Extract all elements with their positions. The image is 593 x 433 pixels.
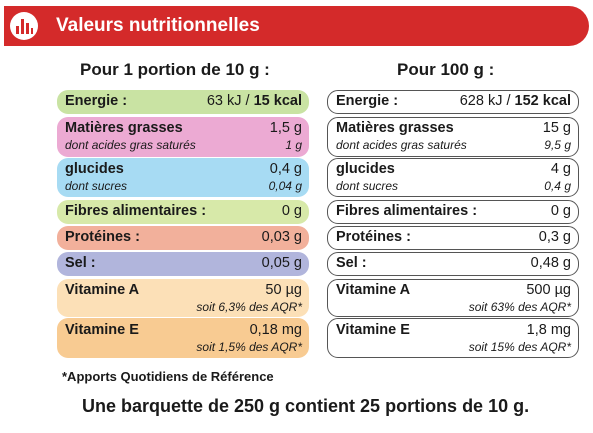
matieres-grasses-label: Matières grasses <box>65 120 183 136</box>
energie-value: 63 kJ / 15 kcal <box>207 93 302 109</box>
glucides-label: glucides <box>65 161 124 177</box>
acides-gras-satures-value: 9,5 g <box>544 138 571 152</box>
sucres-value: 0,04 g <box>268 179 302 193</box>
portion-vitamine-a-row: Vitamine A 50 µg soit 6,3% des AQR* <box>57 279 309 317</box>
logo-bar <box>26 23 29 34</box>
portion-vitamine-e-row: Vitamine E 0,18 mg soit 1,5% des AQR* <box>57 318 309 358</box>
vitamine-e-value: 0,18 mg <box>249 322 302 338</box>
logo-bar <box>16 26 19 34</box>
portion-glucides-row: glucides 0,4 g dont sucres 0,04 g <box>57 158 309 197</box>
portion-matieres-grasses-row: Matières grasses 1,5 g dont acides gras … <box>57 117 309 157</box>
vitamine-a-value: 500 µg <box>526 282 571 298</box>
brand-logo-icon <box>10 12 38 40</box>
sel-value: 0,05 g <box>261 255 302 271</box>
logo-bar <box>31 28 33 34</box>
matieres-grasses-value: 15 g <box>542 120 571 136</box>
acides-gras-satures-label: dont acides gras saturés <box>65 138 196 152</box>
proteines-label: Protéines : <box>65 229 140 245</box>
per100-proteines-row: Protéines : 0,3 g <box>327 226 579 250</box>
sucres-label: dont sucres <box>336 179 399 193</box>
aqr-footnote: *Apports Quotidiens de Référence <box>62 369 274 384</box>
fibres-label: Fibres alimentaires : <box>336 203 478 219</box>
vitamine-e-label: Vitamine E <box>65 322 139 338</box>
per100-vitamine-a-row: Vitamine A 500 µg soit 63% des AQR* <box>327 279 579 317</box>
per100-glucides-row: glucides 4 g dont sucres 0,4 g <box>327 158 579 197</box>
fibres-value: 0 g <box>281 203 302 219</box>
energie-label: Energie : <box>65 93 128 109</box>
energie-kj: 63 kJ / <box>206 93 250 109</box>
acides-gras-satures-label: dont acides gras saturés <box>336 138 467 152</box>
per100-energie-row: Energie : 628 kJ / 152 kcal <box>327 90 579 114</box>
vitamine-e-aqr: soit 1,5% des AQR* <box>196 340 302 354</box>
header-banner: Valeurs nutritionnelles <box>4 6 589 46</box>
energie-value: 628 kJ / 152 kcal <box>460 93 571 109</box>
fibres-label: Fibres alimentaires : <box>65 203 207 219</box>
proteines-label: Protéines : <box>336 229 411 245</box>
proteines-value: 0,3 g <box>538 229 571 245</box>
proteines-value: 0,03 g <box>261 229 302 245</box>
fibres-value: 0 g <box>550 203 571 219</box>
vitamine-a-aqr: soit 6,3% des AQR* <box>196 300 302 314</box>
per100-column-title: Pour 100 g : <box>397 60 495 79</box>
sel-value: 0,48 g <box>530 255 571 271</box>
glucides-value: 0,4 g <box>269 161 302 177</box>
sel-label: Sel : <box>336 255 367 271</box>
logo-bar <box>21 19 24 34</box>
glucides-label: glucides <box>336 161 395 177</box>
portion-fibres-row: Fibres alimentaires : 0 g <box>57 200 309 224</box>
per100-sel-row: Sel : 0,48 g <box>327 252 579 276</box>
portion-summary: Une barquette de 250 g contient 25 porti… <box>82 396 530 416</box>
per100-fibres-row: Fibres alimentaires : 0 g <box>327 200 579 224</box>
vitamine-a-aqr: soit 63% des AQR* <box>468 300 571 314</box>
per100-vitamine-e-row: Vitamine E 1,8 mg soit 15% des AQR* <box>327 318 579 358</box>
vitamine-a-label: Vitamine A <box>65 282 140 298</box>
header-title: Valeurs nutritionnelles <box>56 15 260 36</box>
matieres-grasses-value: 1,5 g <box>269 120 302 136</box>
vitamine-e-value: 1,8 mg <box>526 322 571 338</box>
portion-column-title: Pour 1 portion de 10 g : <box>80 60 270 79</box>
glucides-value: 4 g <box>550 161 571 177</box>
energie-kj: 628 kJ / <box>459 93 511 109</box>
vitamine-a-label: Vitamine A <box>336 282 411 298</box>
vitamine-e-aqr: soit 15% des AQR* <box>468 340 571 354</box>
portion-energie-row: Energie : 63 kJ / 15 kcal <box>57 90 309 114</box>
energie-label: Energie : <box>336 93 399 109</box>
vitamine-a-value: 50 µg <box>265 282 302 298</box>
sucres-label: dont sucres <box>65 179 128 193</box>
sucres-value: 0,4 g <box>544 179 571 193</box>
matieres-grasses-label: Matières grasses <box>336 120 454 136</box>
per100-matieres-grasses-row: Matières grasses 15 g dont acides gras s… <box>327 117 579 157</box>
portion-sel-row: Sel : 0,05 g <box>57 252 309 276</box>
energie-kcal: 152 kcal <box>514 93 571 109</box>
energie-kcal: 15 kcal <box>253 93 302 109</box>
sel-label: Sel : <box>65 255 96 271</box>
vitamine-e-label: Vitamine E <box>336 322 410 338</box>
acides-gras-satures-value: 1 g <box>285 138 302 152</box>
portion-proteines-row: Protéines : 0,03 g <box>57 226 309 250</box>
